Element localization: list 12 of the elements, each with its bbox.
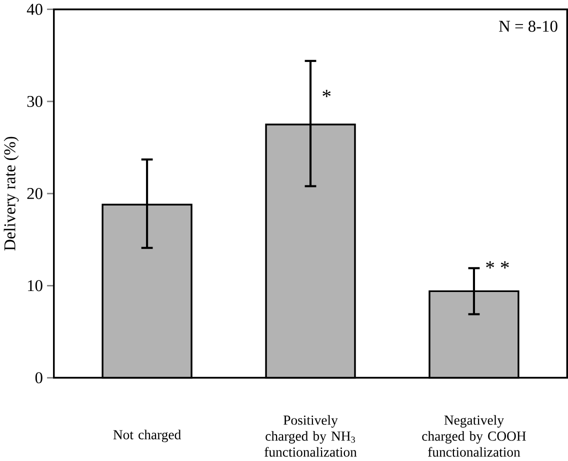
y-axis-title: Delivery rate (%) (4, 137, 19, 251)
y-tick-label: 30 (27, 96, 42, 108)
y-tick-label: 20 (27, 188, 42, 200)
annotation: * (322, 90, 331, 98)
annotation: * * (486, 261, 509, 269)
y-tick-label: 10 (28, 280, 42, 292)
y-tick-label: 0 (35, 372, 42, 384)
y-tick-label: 40 (26, 4, 42, 16)
x-tick-label: Negatively charged by COOH functionalization (422, 415, 526, 457)
annotation: N = 8-10 (499, 20, 558, 32)
x-tick-label: Positively charged by NH$_{3}$ functionalization (264, 415, 357, 457)
x-tick-label: Not charged (113, 430, 181, 442)
